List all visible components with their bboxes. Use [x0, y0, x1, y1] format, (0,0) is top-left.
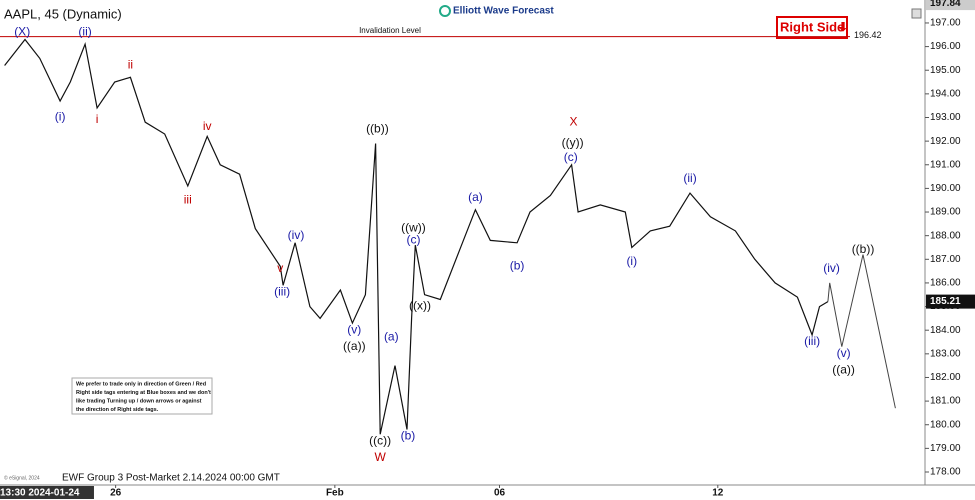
wave-label: (c) [564, 150, 578, 164]
x-tick-label: 13:30 2024-01-24 [0, 488, 80, 499]
wave-label: (iv) [288, 228, 305, 242]
wave-label: ((y)) [562, 136, 584, 150]
y-tick-label: 195.00 [930, 65, 961, 76]
invalidation-label: Invalidation Level [359, 26, 421, 35]
y-tick-label: 194.00 [930, 89, 961, 100]
y-tick-label: 196.00 [930, 41, 961, 52]
wave-label: (iii) [804, 334, 820, 348]
wave-label: v [277, 261, 283, 275]
x-tick-label: 26 [110, 488, 122, 499]
y-tick-label: 180.00 [930, 419, 961, 430]
disclaimer-line: We prefer to trade only in direction of … [76, 381, 206, 387]
wave-label: ((a)) [832, 363, 855, 377]
y-tick-label: 197.00 [930, 18, 961, 29]
price-line [827, 254, 896, 409]
logo-icon [439, 5, 451, 17]
disclaimer-line: the direction of Right side tags. [76, 407, 159, 413]
wave-label: (b) [510, 259, 525, 273]
wave-label: (v) [837, 346, 851, 360]
brand: Elliott Wave Forecast [453, 6, 554, 17]
y-tick-label: 193.00 [930, 112, 961, 123]
wave-label: (b) [401, 429, 416, 443]
wave-label: ((w)) [401, 221, 426, 235]
wave-label: W [375, 450, 387, 464]
wave-label: (X) [14, 25, 30, 39]
disclaimer-box [71, 377, 213, 415]
wave-label: (a) [384, 329, 399, 343]
copyright: © eSignal, 2024 [4, 474, 40, 481]
wave-label: ((x)) [409, 299, 431, 313]
y-tick-label: 182.00 [930, 372, 961, 383]
badge: Right Side [780, 19, 844, 34]
high-label: 197.84 [930, 0, 961, 9]
y-tick-label: 189.00 [930, 207, 961, 218]
x-tick-label: 12 [712, 488, 724, 499]
y-tick-label: 192.00 [930, 136, 961, 147]
high-label-box [926, 0, 975, 11]
wave-label: (a) [468, 190, 483, 204]
x-tick-label: 06 [494, 488, 506, 499]
wave-label: i [96, 112, 99, 126]
wave-label: (iii) [274, 285, 290, 299]
badge-arrow: ⬇ [838, 20, 848, 34]
y-tick-label: 178.00 [930, 467, 961, 478]
wave-label: (iv) [823, 261, 840, 275]
wave-label: iv [203, 119, 212, 133]
y-tick-label: 186.00 [930, 278, 961, 289]
wave-label: (c) [406, 233, 420, 247]
cursor-date-box [0, 486, 94, 499]
wave-label: (i) [626, 254, 637, 268]
y-tick-label: 183.00 [930, 348, 961, 359]
wave-label: ((b)) [366, 121, 389, 135]
y-tick-label: 190.00 [930, 183, 961, 194]
wave-label: iii [184, 192, 192, 206]
y-tick-label: 187.00 [930, 254, 961, 265]
disclaimer-line: like trading Turning up / down arrows or… [76, 398, 202, 404]
wave-label: (i) [55, 110, 66, 124]
wave-label: ((a)) [343, 339, 366, 353]
last-price-box [926, 294, 975, 309]
y-tick-label: 179.00 [930, 443, 961, 454]
wave-label: (ii) [78, 25, 91, 39]
footer: EWF Group 3 Post-Market 2.14.2024 00:00 … [62, 473, 280, 484]
wave-label: (ii) [683, 171, 696, 185]
wave-label: ((c)) [369, 433, 391, 447]
x-tick-label: Feb [326, 488, 344, 499]
settings-icon[interactable] [911, 8, 922, 19]
price-line [4, 38, 829, 435]
wave-label: X [569, 114, 577, 128]
disclaimer-line: Right side tags entering at Blue boxes a… [76, 390, 211, 396]
wave-label: (v) [347, 322, 361, 336]
wave-label: ((b)) [852, 242, 875, 256]
invalidation-value: 196.42 [854, 30, 882, 40]
last-price: 185.21 [930, 296, 961, 307]
wave-label: ii [128, 58, 133, 72]
chart-title: AAPL, 45 (Dynamic) [4, 6, 122, 21]
y-tick-label: 181.00 [930, 396, 961, 407]
y-tick-label: 184.00 [930, 325, 961, 336]
y-tick-label: 188.00 [930, 230, 961, 241]
y-tick-label: 191.00 [930, 159, 961, 170]
badge-box [776, 16, 848, 39]
